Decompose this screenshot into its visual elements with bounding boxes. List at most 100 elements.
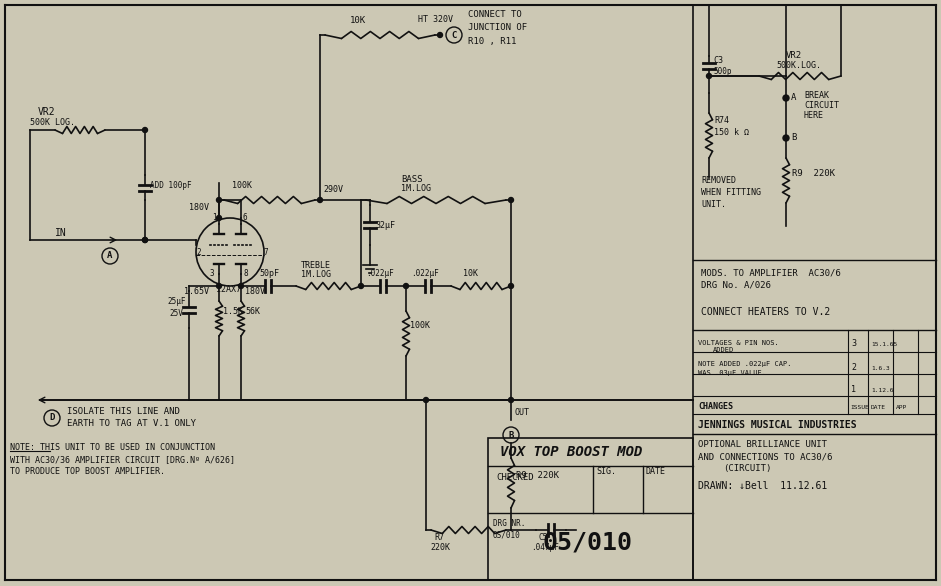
Text: 56K: 56K <box>245 307 260 316</box>
Text: MODS. TO AMPLIFIER  AC30/6: MODS. TO AMPLIFIER AC30/6 <box>701 268 840 277</box>
Text: HERE: HERE <box>804 111 824 120</box>
Text: B: B <box>791 133 796 142</box>
Circle shape <box>216 284 221 288</box>
Text: REMOVED: REMOVED <box>701 176 736 185</box>
Text: JUNCTION OF: JUNCTION OF <box>468 23 527 32</box>
Circle shape <box>142 128 148 132</box>
Text: 1: 1 <box>851 385 856 394</box>
Circle shape <box>508 284 514 288</box>
Text: D: D <box>49 414 55 423</box>
Text: 3: 3 <box>210 269 215 278</box>
Text: R9  220K: R9 220K <box>516 471 559 480</box>
Text: 25V: 25V <box>169 309 183 318</box>
Text: SIG.: SIG. <box>596 467 616 476</box>
Text: 1: 1 <box>212 213 216 222</box>
Text: B: B <box>508 431 514 440</box>
Text: 500K.LOG.: 500K.LOG. <box>776 61 821 70</box>
Text: 220K: 220K <box>430 543 450 552</box>
Circle shape <box>142 237 148 243</box>
Text: ISOLATE THIS LINE AND: ISOLATE THIS LINE AND <box>67 407 180 416</box>
Text: DRG No. A/026: DRG No. A/026 <box>701 281 771 290</box>
Text: CONNECT HEATERS TO V.2: CONNECT HEATERS TO V.2 <box>701 307 830 317</box>
Text: BREAK: BREAK <box>804 91 829 100</box>
Text: 1M.LOG: 1M.LOG <box>301 270 331 279</box>
Text: .022μF: .022μF <box>411 269 439 278</box>
Text: 1.6.3: 1.6.3 <box>871 366 890 371</box>
Text: 100K: 100K <box>410 321 430 330</box>
Text: WITH AC30/36 AMPLIFIER CIRCUIT [DRG.Nº A/626]: WITH AC30/36 AMPLIFIER CIRCUIT [DRG.Nº A… <box>10 455 235 464</box>
Text: R74: R74 <box>714 116 729 125</box>
Text: VR2: VR2 <box>786 51 802 60</box>
Text: R9  220K: R9 220K <box>792 169 835 178</box>
Text: ISSUE: ISSUE <box>850 405 869 410</box>
Text: TREBLE: TREBLE <box>301 261 331 270</box>
Text: 10K: 10K <box>350 16 366 25</box>
Text: WHEN FITTING: WHEN FITTING <box>701 188 761 197</box>
Circle shape <box>783 95 789 101</box>
Circle shape <box>142 237 148 243</box>
Text: 500K LOG.: 500K LOG. <box>30 118 75 127</box>
Text: ADDED: ADDED <box>713 347 734 353</box>
Text: 6: 6 <box>243 213 247 222</box>
Circle shape <box>508 397 514 403</box>
Text: DRAWN: ↓Bell  11.12.61: DRAWN: ↓Bell 11.12.61 <box>698 481 827 491</box>
Text: CIRCUIT: CIRCUIT <box>804 101 839 110</box>
Text: 10K: 10K <box>463 269 478 278</box>
Text: AND CONNECTIONS TO AC30/6: AND CONNECTIONS TO AC30/6 <box>698 452 833 461</box>
Text: 32μF: 32μF <box>375 221 395 230</box>
Bar <box>488 438 693 580</box>
Text: R7: R7 <box>434 533 444 542</box>
Text: (CIRCUIT): (CIRCUIT) <box>723 464 772 473</box>
Text: OUT: OUT <box>515 408 530 417</box>
Text: DATE: DATE <box>646 467 666 476</box>
Circle shape <box>238 284 244 288</box>
Text: JENNINGS MUSICAL INDUSTRIES: JENNINGS MUSICAL INDUSTRIES <box>698 420 856 430</box>
Text: C: C <box>452 30 456 39</box>
Text: 500p: 500p <box>713 67 731 76</box>
Text: NOTE: THIS UNIT TO BE USED IN CONJUNCTION: NOTE: THIS UNIT TO BE USED IN CONJUNCTIO… <box>10 443 215 452</box>
Text: A: A <box>107 251 113 261</box>
Text: 7: 7 <box>264 248 268 257</box>
Circle shape <box>783 135 789 141</box>
Text: 1.5K: 1.5K <box>223 307 243 316</box>
Text: C3: C3 <box>713 56 723 65</box>
Text: APP: APP <box>896 405 907 410</box>
Text: ADD 100pF: ADD 100pF <box>150 181 192 190</box>
Text: C5: C5 <box>539 533 549 542</box>
Text: BASS: BASS <box>401 175 423 184</box>
Text: VOX TOP BOOST MOD: VOX TOP BOOST MOD <box>500 445 643 459</box>
Text: 50pF: 50pF <box>259 269 279 278</box>
Text: 15.1.65: 15.1.65 <box>871 342 898 347</box>
Text: NOTE ADDED .022μF CAP.: NOTE ADDED .022μF CAP. <box>698 361 791 367</box>
Circle shape <box>423 397 428 403</box>
Text: 3: 3 <box>851 339 856 348</box>
Circle shape <box>508 197 514 203</box>
Text: HT 320V: HT 320V <box>418 15 453 24</box>
Text: CHECKED: CHECKED <box>496 473 534 482</box>
Text: A: A <box>791 93 796 102</box>
Text: CHANGES: CHANGES <box>698 402 733 411</box>
Text: IN: IN <box>55 228 67 238</box>
Text: VOLTAGES & PIN NOS.: VOLTAGES & PIN NOS. <box>698 340 779 346</box>
Text: OS/010: OS/010 <box>493 531 520 540</box>
Text: 1.12.6: 1.12.6 <box>871 388 894 393</box>
Text: 25μF: 25μF <box>167 297 185 306</box>
Text: 150 k Ω: 150 k Ω <box>714 128 749 137</box>
Text: 100K: 100K <box>232 181 252 190</box>
Text: DATE: DATE <box>871 405 886 410</box>
Text: 2: 2 <box>196 248 200 257</box>
Text: 05/010: 05/010 <box>543 531 633 555</box>
Text: UNIT.: UNIT. <box>701 200 726 209</box>
Text: 180V: 180V <box>189 203 209 212</box>
Text: TO PRODUCE TOP BOOST AMPLIFIER.: TO PRODUCE TOP BOOST AMPLIFIER. <box>10 467 165 476</box>
Text: WAS .03μF VALUE.: WAS .03μF VALUE. <box>698 370 766 376</box>
Text: 180V: 180V <box>245 287 265 296</box>
Text: 2: 2 <box>851 363 856 372</box>
Circle shape <box>359 284 363 288</box>
Text: CONNECT TO: CONNECT TO <box>468 10 521 19</box>
Text: .022μF: .022μF <box>366 269 393 278</box>
Text: OPTIONAL BRILLIANCE UNIT: OPTIONAL BRILLIANCE UNIT <box>698 440 827 449</box>
Text: 290V: 290V <box>323 185 343 194</box>
Text: 1.65V: 1.65V <box>184 287 209 296</box>
Text: 1M.LOG: 1M.LOG <box>401 184 431 193</box>
